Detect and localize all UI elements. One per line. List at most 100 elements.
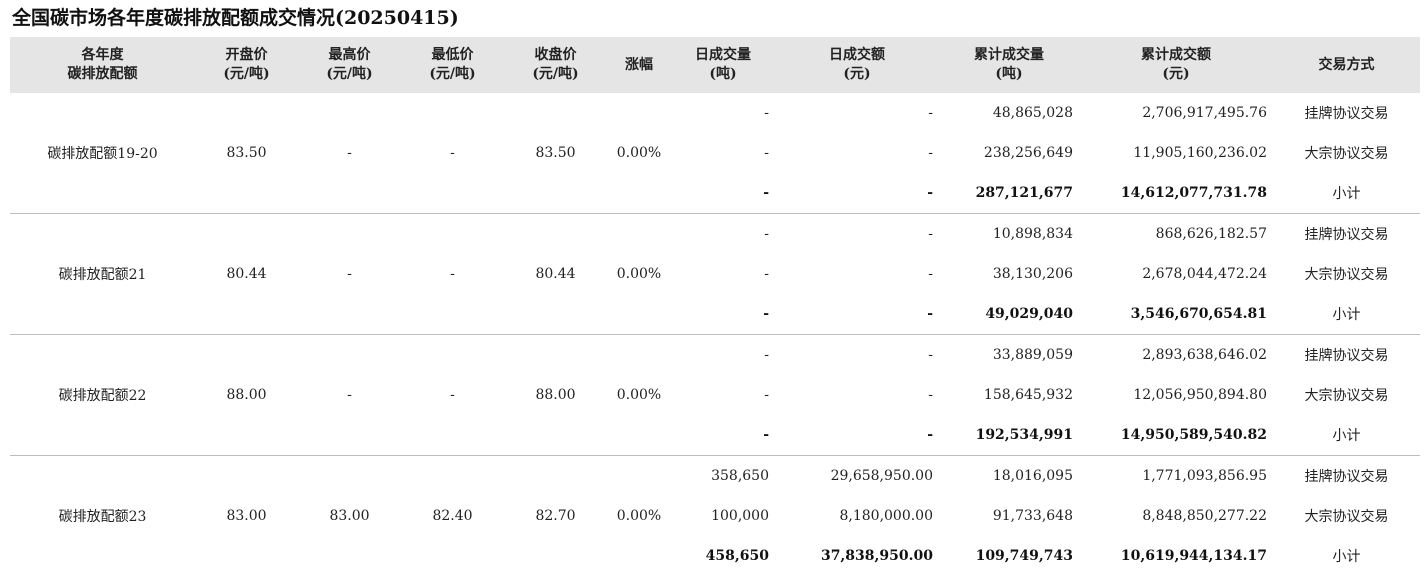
header-close-price: 收盘价 (元/吨) <box>504 37 607 93</box>
cumulative-amount-cell: 8,848,850,277.22 <box>1142 508 1267 524</box>
cumulative-volume-cell: 109,749,743 <box>975 548 1073 564</box>
daily-amount-cell: - <box>928 226 933 242</box>
table-row: 碳排放配额19-20 83.50- -83.50 0.00% - -48,865,028 2… <box>10 93 1420 214</box>
daily-volume-cell: - <box>764 347 769 363</box>
trade-method-cell: 挂牌协议交易 <box>1304 348 1389 364</box>
header-quota-year: 各年度 碳排放配额 <box>10 37 195 93</box>
cumulative-volume-cell: 10,898,834 <box>992 226 1073 242</box>
daily-amount-cell: - <box>775 415 939 456</box>
daily-amount-cell: - <box>928 105 933 121</box>
cumulative-amount-cell: 14,950,589,540.82 <box>1079 415 1273 456</box>
daily-amount-cell: - <box>928 387 933 403</box>
cumulative-amount-cell: 2,893,638,646.02 <box>1142 347 1267 363</box>
cumulative-volume-cell: 49,029,040 <box>939 294 1079 335</box>
daily-volume-cell: 100,000 <box>711 508 769 524</box>
cumulative-volume-cell: 192,534,991 <box>939 415 1079 456</box>
trade-method-cell: 挂牌协议交易 <box>1304 227 1389 243</box>
daily-volume-cell: - <box>764 266 769 282</box>
table-row: - - 158,645,932 12,056,950,894.80 大宗协议交易 <box>10 375 1420 415</box>
cumulative-volume-cell: 287,121,677 <box>939 173 1079 214</box>
header-high-price: 最高价 (元/吨) <box>298 37 401 93</box>
daily-volume-cell: 358,650 <box>711 468 769 484</box>
trade-method-cell: 小计 <box>1332 549 1361 565</box>
cumulative-volume-cell: 238,256,649 <box>983 145 1073 161</box>
trade-method-cell: 大宗协议交易 <box>1304 267 1389 283</box>
cumulative-volume-cell: 18,016,095 <box>992 468 1073 484</box>
trade-method-cell: 大宗协议交易 <box>1304 388 1389 404</box>
table-row-subtotal: - -287,121,677 14,612,077,731.78 小计 <box>10 173 1420 214</box>
daily-amount-cell: 37,838,950.00 <box>820 548 933 564</box>
low-price-cell: - <box>401 93 504 214</box>
change-cell: 0.00% <box>607 93 671 214</box>
trade-method-cell: 小计 <box>1273 294 1420 335</box>
cumulative-amount-cell: 10,619,944,134.17 <box>1120 548 1267 564</box>
cumulative-volume-cell: 91,733,648 <box>992 508 1073 524</box>
close-price-cell: 82.70 <box>535 508 576 524</box>
table-row: 100,000 8,180,000.00 91,733,648 8,848,850,2… <box>10 496 1420 536</box>
daily-volume-cell: - <box>671 294 775 335</box>
cumulative-amount-cell: 2,678,044,472.24 <box>1142 266 1267 282</box>
quota-year-cell: 碳排放配额22 <box>10 334 195 456</box>
cumulative-amount-cell: 14,612,077,731.78 <box>1079 173 1273 214</box>
low-price-cell: - <box>401 213 504 335</box>
daily-volume-cell: - <box>671 415 775 456</box>
open-price-cell: 83.50 <box>195 93 298 214</box>
daily-amount-cell: - <box>775 173 939 214</box>
high-price-cell: - <box>298 213 401 335</box>
daily-amount-cell: 8,180,000.00 <box>839 508 933 524</box>
daily-volume-cell: - <box>764 145 769 161</box>
daily-amount-cell: 29,658,950.00 <box>830 468 933 484</box>
daily-amount-cell: - <box>928 266 933 282</box>
header-change: 涨幅 <box>607 37 671 93</box>
header-row: 各年度 碳排放配额 开盘价 (元/吨) 最高价 (元/吨) 最低价 (元/吨) 收盘价(… <box>10 37 1420 93</box>
trade-method-cell: 小计 <box>1273 415 1420 456</box>
page-title: 全国碳市场各年度碳排放配额成交情况(20250415) <box>12 7 459 29</box>
high-price-cell: - <box>298 93 401 214</box>
daily-volume-cell: - <box>764 387 769 403</box>
table-row: 碳排放配额22 88.00- -88.00 0.00% - -33,889,059 2,89… <box>10 334 1420 456</box>
daily-amount-cell: - <box>775 294 939 335</box>
table-row-subtotal: - -192,534,991 14,950,589,540.82 小计 <box>10 415 1420 456</box>
trade-method-cell: 挂牌协议交易 <box>1304 106 1389 122</box>
low-price-cell: 82.40 <box>432 508 473 524</box>
quota-year-cell: 碳排放配额21 <box>10 213 195 335</box>
table-row: - - 238,256,649 11,905,160,236.02 大宗协议交易 <box>10 133 1420 173</box>
table-row: - - 38,130,206 2,678,044,472.24 大宗协议交易 <box>10 254 1420 294</box>
daily-volume-cell: - <box>671 173 775 214</box>
high-price-cell: 83.00 <box>329 508 370 524</box>
daily-volume-cell: - <box>764 226 769 242</box>
open-price-cell: 83.00 <box>226 508 267 524</box>
cumulative-amount-cell: 3,546,670,654.81 <box>1079 294 1273 335</box>
cumulative-volume-cell: 33,889,059 <box>992 347 1073 363</box>
close-price-cell: 88.00 <box>504 334 607 456</box>
quota-year-cell: 碳排放配额19-20 <box>10 93 195 214</box>
quota-year-cell: 碳排放配额23 <box>58 509 147 525</box>
cumulative-amount-cell: 2,706,917,495.76 <box>1142 105 1267 121</box>
daily-amount-cell: - <box>928 145 933 161</box>
table-row-subtotal: - -49,029,040 3,546,670,654.81 小计 <box>10 294 1420 335</box>
cumulative-volume-cell: 48,865,028 <box>992 105 1073 121</box>
high-price-cell: - <box>298 334 401 456</box>
close-price-cell: 80.44 <box>504 213 607 335</box>
cumulative-volume-cell: 158,645,932 <box>983 387 1073 403</box>
table-row-subtotal: 458,650 37,838,950.00 109,749,743 10,619,94… <box>10 536 1420 576</box>
cumulative-amount-cell: 12,056,950,894.80 <box>1133 387 1267 403</box>
header-cumulative-amount: 累计成交额 (元) <box>1079 37 1273 93</box>
low-price-cell: - <box>401 334 504 456</box>
cumulative-amount-cell: 11,905,160,236.02 <box>1133 145 1267 161</box>
cumulative-amount-cell: 1,771,093,856.95 <box>1142 468 1267 484</box>
close-price-cell: 83.50 <box>504 93 607 214</box>
trade-method-cell: 大宗协议交易 <box>1304 509 1389 525</box>
cumulative-amount-cell: 868,626,182.57 <box>1155 226 1267 242</box>
header-trade-method: 交易方式 <box>1273 37 1420 93</box>
daily-volume-cell: 458,650 <box>705 548 769 564</box>
trade-method-cell: 小计 <box>1273 173 1420 214</box>
header-cumulative-volume: 累计成交量 (吨) <box>939 37 1079 93</box>
header-daily-amount: 日成交额 (元) <box>775 37 939 93</box>
trade-method-cell: 挂牌协议交易 <box>1304 469 1389 485</box>
change-cell: 0.00% <box>607 334 671 456</box>
table-row: 碳排放配额21 80.44- -80.44 0.00% - -10,898,834 868,… <box>10 213 1420 335</box>
change-cell: 0.00% <box>607 213 671 335</box>
daily-volume-cell: - <box>764 105 769 121</box>
trade-method-cell: 大宗协议交易 <box>1304 146 1389 162</box>
